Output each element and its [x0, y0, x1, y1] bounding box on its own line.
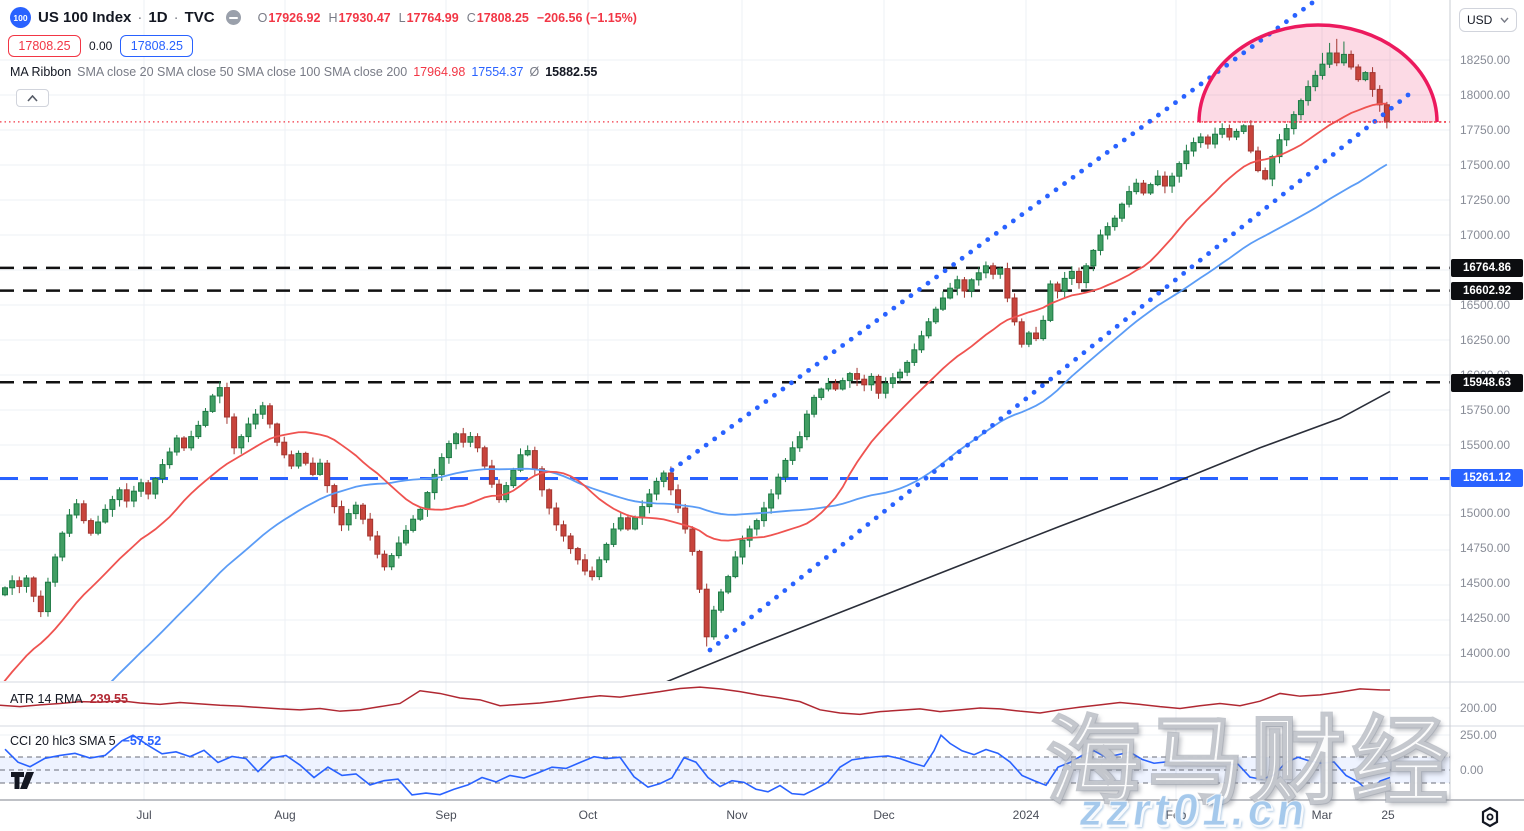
price-level-badge[interactable]: 16764.86 — [1451, 259, 1523, 277]
axis-settings-gear-icon[interactable] — [1479, 806, 1501, 828]
price-axis-label[interactable]: 18000.00 — [1460, 88, 1511, 102]
time-axis-label[interactable]: Oct — [578, 808, 598, 822]
price-axis-label[interactable]: 14500.00 — [1460, 576, 1511, 590]
ma50-value: 17554.37 — [471, 65, 524, 79]
time-axis-label[interactable]: Mar — [1311, 808, 1333, 822]
cci-value: −57.52 — [122, 734, 162, 748]
time-axis-label[interactable]: Dec — [873, 808, 895, 822]
price-axis-label[interactable]: 14750.00 — [1460, 541, 1511, 555]
price-axis-label[interactable]: 15000.00 — [1460, 506, 1511, 520]
price-axis-label[interactable]: 0.00 — [1460, 763, 1484, 777]
symbol-logo[interactable]: 100 — [10, 7, 31, 28]
grid-layer — [0, 0, 1450, 800]
low-label: L — [398, 10, 406, 25]
close-label: C — [466, 10, 476, 25]
exchange-label[interactable]: TVC — [184, 9, 215, 26]
price-axis-label[interactable]: 17500.00 — [1460, 158, 1511, 172]
price-axis-label[interactable]: 15500.00 — [1460, 438, 1511, 452]
tradingview-logo[interactable] — [10, 771, 38, 790]
price-axis-label[interactable]: 16500.00 — [1460, 298, 1511, 312]
price-axis-label[interactable]: 14250.00 — [1460, 611, 1511, 625]
ma20-value: 17964.98 — [413, 65, 466, 79]
ma-average-value: 15882.55 — [545, 65, 598, 79]
ma-average-symbol: Ø — [529, 65, 540, 79]
chevron-down-icon — [1500, 17, 1509, 23]
time-axis-label[interactable]: Sep — [435, 808, 457, 822]
rounded-top-pattern-outline[interactable] — [1197, 23, 1439, 123]
price-axis-label[interactable]: 17250.00 — [1460, 193, 1511, 207]
price-level-badge[interactable]: 15948.63 — [1451, 374, 1523, 392]
timeframe-label[interactable]: 1D — [148, 9, 168, 26]
price-axis-label[interactable]: 200.00 — [1460, 701, 1497, 715]
time-axis-label[interactable]: Jul — [136, 808, 152, 822]
price-axis-label[interactable]: 15750.00 — [1460, 403, 1511, 417]
cci-line — [4, 733, 1391, 796]
price-axis-label[interactable]: 17000.00 — [1460, 228, 1511, 242]
time-axis-label[interactable]: Feb — [1165, 808, 1187, 822]
hide-symbol-icon[interactable] — [225, 10, 241, 25]
spread-value: 0.00 — [89, 39, 113, 53]
price-level-badge[interactable]: 16602.92 — [1451, 282, 1523, 300]
cci-title[interactable]: CCI 20 hlc3 SMA 5 — [10, 734, 116, 748]
time-axis-label[interactable]: 25 — [1381, 808, 1395, 822]
sell-price-button[interactable]: 17808.25 — [8, 35, 81, 57]
price-level-badge[interactable]: 15261.12 — [1451, 469, 1523, 487]
ma-ribbon-params: SMA close 20 SMA close 50 SMA close 100 … — [77, 65, 408, 79]
symbol-name[interactable]: US 100 Index — [38, 9, 132, 26]
separator-dot: · — [173, 9, 179, 26]
cci-band-layer — [0, 756, 1450, 784]
candles-layer — [2, 38, 1390, 647]
open-label: O — [257, 10, 268, 25]
ma-ribbon-legend[interactable]: MA Ribbon SMA close 20 SMA close 50 SMA … — [10, 65, 597, 79]
buy-price-button[interactable]: 17808.25 — [120, 35, 194, 57]
support-resistance-lines[interactable] — [0, 266, 1450, 480]
buy-sell-panel: 17808.25 0.00 17808.25 — [8, 35, 194, 57]
chevron-up-icon — [27, 94, 38, 102]
ohlc-values: O 17926.92 H 17930.47 L 17764.99 C 17808.25 … — [258, 11, 637, 25]
time-axis-label[interactable]: Nov — [726, 808, 748, 822]
close-value: 17808.25 — [476, 10, 529, 25]
open-value: 17926.92 — [268, 10, 321, 25]
atr-title[interactable]: ATR 14 RMA — [10, 692, 83, 706]
atr-value: 239.55 — [89, 692, 128, 706]
price-axis-label[interactable]: 14000.00 — [1460, 646, 1511, 660]
price-axis-label[interactable]: 250.00 — [1460, 728, 1497, 742]
atr-line — [0, 686, 1391, 716]
symbol-title[interactable]: US 100 Index · 1D · TVC — [38, 9, 215, 26]
ma-ribbon-layer — [3, 102, 1391, 681]
sma50-line — [110, 163, 1388, 681]
sma-long-line — [666, 390, 1391, 681]
separator-dot: · — [137, 9, 143, 26]
time-axis-label[interactable]: Aug — [274, 808, 296, 822]
collapse-legend-button[interactable] — [16, 89, 49, 107]
rounded-top-pattern-fill[interactable] — [1199, 25, 1437, 122]
high-value: 17930.47 — [338, 10, 391, 25]
low-value: 17764.99 — [406, 10, 459, 25]
currency-label: USD — [1467, 13, 1493, 27]
trend-channel-lines[interactable] — [669, 0, 1411, 653]
price-axis-label[interactable]: 16250.00 — [1460, 333, 1511, 347]
time-axis-label[interactable]: 2024 — [1012, 808, 1040, 822]
ma-ribbon-name[interactable]: MA Ribbon — [10, 65, 72, 79]
high-label: H — [328, 10, 338, 25]
price-axis-label[interactable]: 18250.00 — [1460, 53, 1511, 67]
cci-indicator-legend[interactable]: CCI 20 hlc3 SMA 5 −57.52 — [10, 734, 161, 748]
atr-indicator-legend[interactable]: ATR 14 RMA 239.55 — [10, 692, 128, 706]
price-axis-label[interactable]: 17750.00 — [1460, 123, 1511, 137]
sma20-line — [3, 102, 1387, 681]
currency-selector[interactable]: USD — [1459, 8, 1517, 32]
change-value: −206.56 (−1.15%) — [536, 10, 637, 25]
